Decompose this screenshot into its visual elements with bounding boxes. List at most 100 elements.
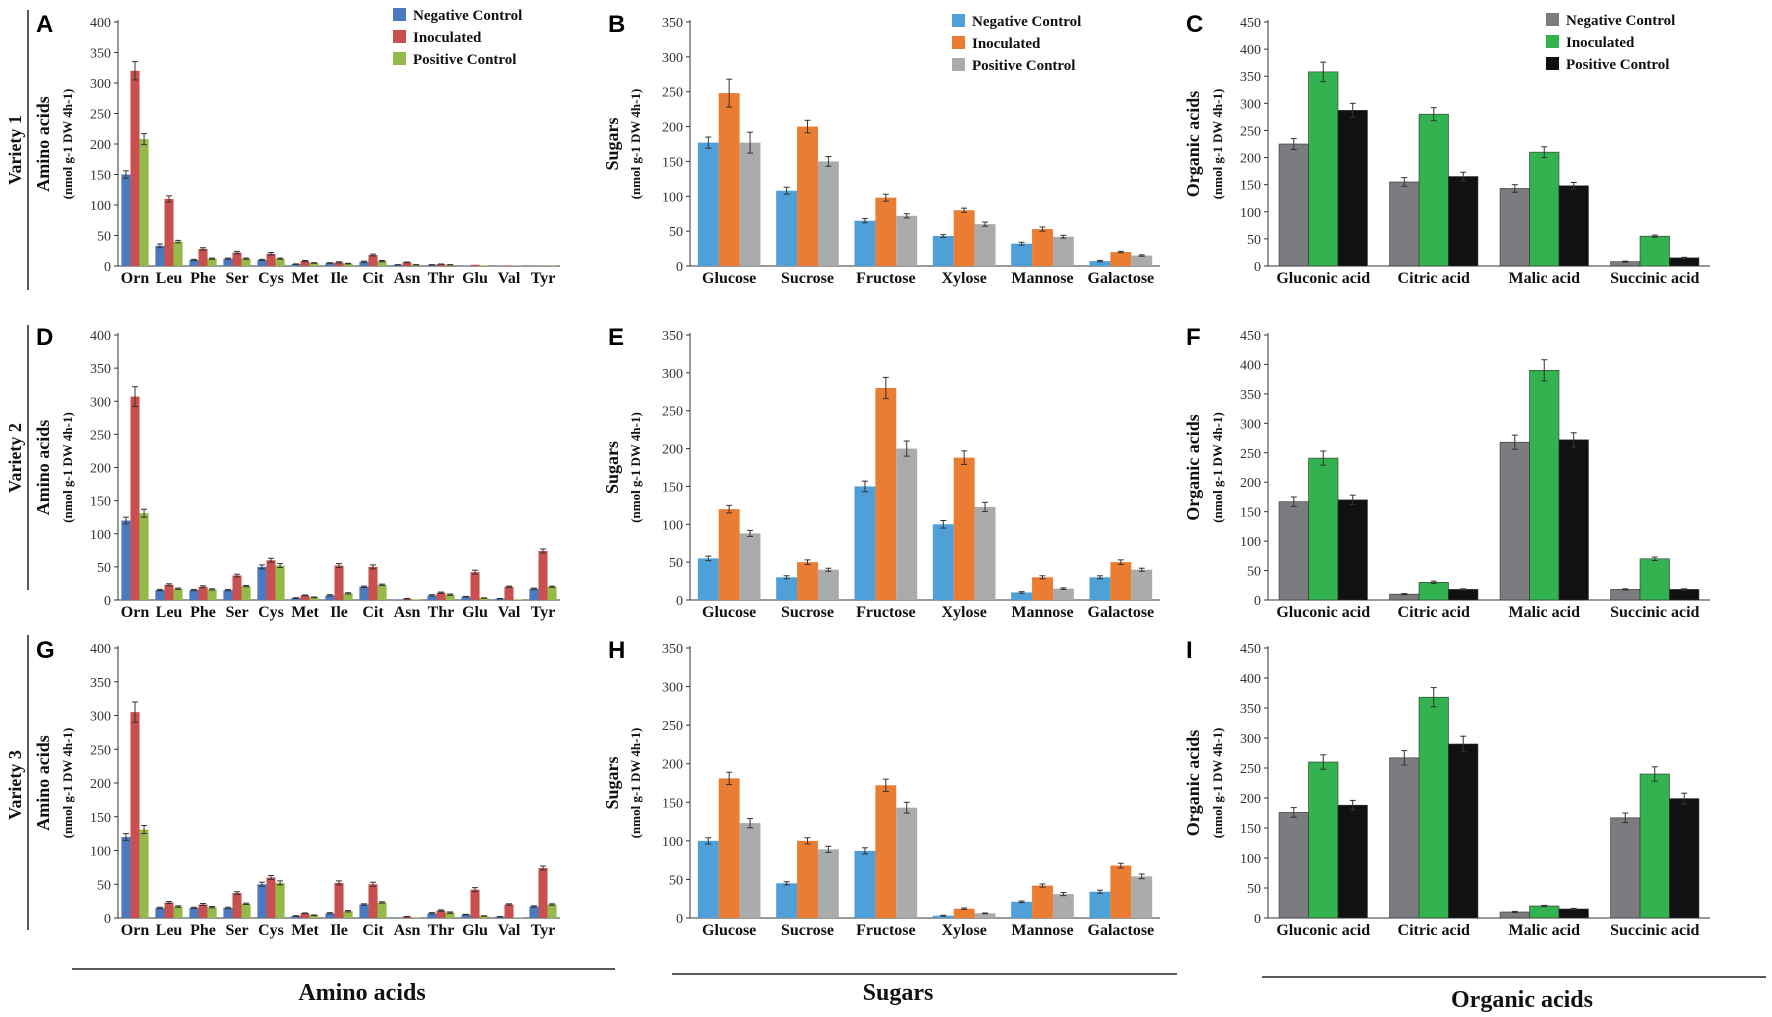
x-tick-label: Mannose bbox=[1011, 922, 1073, 939]
bar-citric-acid-inoculated bbox=[1418, 113, 1449, 267]
bar-sucrose-inoculated bbox=[797, 126, 818, 266]
y-axis-label: Amino acids bbox=[33, 420, 53, 516]
bar-orn-inoculated bbox=[130, 712, 140, 919]
x-tick-label: Met bbox=[291, 604, 319, 621]
x-tick-label: Val bbox=[498, 270, 521, 287]
bar-cit-negative-control bbox=[359, 904, 369, 918]
bar-fructose-positive-control bbox=[896, 215, 918, 266]
y-tick-label: 50 bbox=[1247, 565, 1261, 580]
y-axis-units: (nmol g-1 DW 4h-1) bbox=[628, 412, 643, 523]
x-tick-label: Galactose bbox=[1088, 604, 1155, 621]
x-tick-label: Cit bbox=[362, 270, 384, 287]
x-tick-label: Ser bbox=[225, 604, 248, 621]
x-tick-label: Galactose bbox=[1088, 270, 1155, 287]
bar-ile-negative-control bbox=[325, 262, 335, 266]
bar-thr-negative-control bbox=[427, 595, 437, 600]
bar-asn-inoculated bbox=[402, 262, 412, 266]
legend-swatch bbox=[952, 14, 965, 27]
bar-ser-positive-control bbox=[241, 258, 251, 266]
y-tick-label: 400 bbox=[90, 329, 111, 344]
bar-gluconic-acid-inoculated bbox=[1308, 457, 1339, 601]
x-tick-label: Xylose bbox=[942, 922, 987, 939]
x-tick-label: Xylose bbox=[942, 270, 987, 287]
y-tick-label: 250 bbox=[1240, 762, 1261, 777]
bar-gluconic-acid-negative-control bbox=[1278, 501, 1309, 601]
bar-gluconic-acid-positive-control bbox=[1337, 110, 1368, 267]
y-axis-units: (nmol g-1 DW 4h-1) bbox=[60, 89, 75, 200]
bar-gluconic-acid-inoculated bbox=[1308, 761, 1339, 919]
y-tick-label: 100 bbox=[662, 518, 683, 533]
bar-galactose-positive-control bbox=[1131, 569, 1153, 600]
bar-phe-negative-control bbox=[189, 907, 199, 919]
x-tick-label: Cit bbox=[362, 604, 384, 621]
x-tick-label: Sucrose bbox=[781, 922, 834, 939]
bar-met-negative-control bbox=[291, 264, 301, 266]
bar-citric-acid-positive-control bbox=[1448, 176, 1479, 267]
y-tick-label: 400 bbox=[90, 16, 111, 31]
bar-phe-positive-control bbox=[207, 258, 217, 266]
bar-phe-negative-control bbox=[189, 590, 199, 600]
x-tick-label: Succinic acid bbox=[1610, 270, 1699, 287]
y-tick-label: 150 bbox=[662, 796, 683, 811]
bar-cys-negative-control bbox=[257, 884, 267, 918]
y-tick-label: 250 bbox=[90, 428, 111, 443]
x-tick-label: Cys bbox=[258, 604, 284, 621]
row-labels: Variety 1 Variety 2 Variety 3 bbox=[5, 10, 29, 930]
x-tick-label: Ser bbox=[225, 270, 248, 287]
x-tick-label: Citric acid bbox=[1398, 922, 1471, 939]
bar-xylose-inoculated bbox=[953, 210, 975, 266]
bar-ser-inoculated bbox=[232, 252, 242, 266]
bar-orn-inoculated bbox=[130, 70, 140, 266]
bar-ile-positive-control bbox=[343, 593, 353, 601]
bar-leu-negative-control bbox=[155, 590, 165, 600]
bar-met-positive-control bbox=[309, 915, 319, 918]
bar-succinic-acid-negative-control bbox=[1610, 817, 1641, 919]
bar-xylose-inoculated bbox=[953, 908, 975, 918]
y-tick-label: 250 bbox=[662, 405, 683, 420]
panel-a: A Amino acids (nmol g-1 DW 4h-1) 0 50 100 150 2… bbox=[33, 8, 560, 287]
bar-orn-negative-control bbox=[121, 837, 131, 918]
x-tick-label: Ser bbox=[225, 922, 248, 939]
bar-thr-positive-control bbox=[445, 594, 455, 600]
bar-malic-acid-negative-control bbox=[1499, 188, 1530, 267]
bar-galactose-positive-control bbox=[1131, 255, 1153, 266]
bar-glucose-positive-control bbox=[739, 533, 761, 600]
x-tick-label: Mannose bbox=[1011, 270, 1073, 287]
bar-cys-inoculated bbox=[266, 253, 276, 266]
legend-swatch bbox=[1546, 57, 1559, 70]
bar-mannose-inoculated bbox=[1032, 577, 1053, 600]
y-axis-units: (nmol g-1 DW 4h-1) bbox=[628, 89, 643, 200]
bar-leu-inoculated bbox=[164, 198, 174, 266]
y-tick-label: 0 bbox=[676, 260, 683, 275]
y-tick-label: 100 bbox=[662, 190, 683, 205]
bar-cit-negative-control bbox=[359, 586, 369, 600]
y-tick-label: 50 bbox=[97, 230, 111, 245]
y-tick-label: 450 bbox=[1240, 329, 1261, 344]
bar-val-inoculated bbox=[504, 904, 514, 918]
bar-cys-positive-control bbox=[275, 565, 285, 600]
bar-met-negative-control bbox=[291, 598, 301, 600]
bar-leu-negative-control bbox=[155, 907, 165, 919]
y-tick-label: 350 bbox=[662, 16, 683, 31]
legend: Negative Control Inoculated Positive Contr… bbox=[952, 14, 1081, 74]
x-tick-label: Succinic acid bbox=[1610, 604, 1699, 621]
bar-citric-acid-positive-control bbox=[1448, 589, 1479, 601]
y-axis-label: Organic acids bbox=[1183, 730, 1203, 837]
y-tick-label: 200 bbox=[1240, 152, 1261, 167]
y-tick-label: 200 bbox=[1240, 792, 1261, 807]
panel-f: F Organic acids (nmol g-1 DW 4h-1) 0 50 100 15… bbox=[1183, 324, 1710, 621]
group-label-organic-acids: Organic acids bbox=[1451, 987, 1593, 1013]
x-tick-label: Phe bbox=[190, 604, 216, 621]
x-tick-label: Phe bbox=[190, 270, 216, 287]
bar-orn-inoculated bbox=[130, 396, 140, 600]
bar-thr-inoculated bbox=[436, 592, 446, 600]
bar-ser-negative-control bbox=[223, 590, 233, 600]
bar-cit-positive-control bbox=[377, 261, 387, 266]
bar-phe-inoculated bbox=[198, 586, 208, 600]
bar-succinic-acid-inoculated bbox=[1639, 235, 1670, 267]
bar-succinic-acid-positive-control bbox=[1669, 589, 1700, 601]
bar-galactose-positive-control bbox=[1131, 876, 1153, 918]
legend-swatch bbox=[393, 52, 406, 65]
bar-thr-positive-control bbox=[445, 912, 455, 918]
panel-label-a: A bbox=[36, 11, 53, 38]
